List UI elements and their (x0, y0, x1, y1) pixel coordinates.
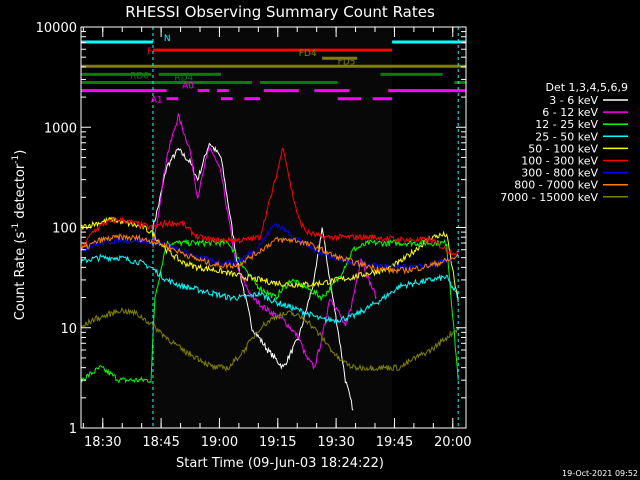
series-line (81, 233, 459, 275)
flag-bar-label: FD5 (338, 57, 356, 67)
x-tick-label: 18:30 (84, 435, 121, 450)
x-tick-label: 19:30 (317, 435, 354, 450)
series-line (152, 142, 354, 411)
y-tick-label: 10 (60, 322, 77, 337)
series-line (152, 112, 377, 370)
y-axis-label-sup1: -1 (11, 223, 21, 232)
series-line (81, 216, 459, 303)
legend-label: 3 - 6 keV (549, 94, 598, 107)
legend-title: Det 1,3,4,5,6,9 (545, 81, 628, 94)
y-axis-label-end: ) (13, 150, 28, 155)
series-line (81, 307, 459, 373)
x-tick-label: 19:00 (201, 435, 238, 450)
flag-bar-label: FD4 (299, 49, 317, 59)
x-tick-label: 18:45 (142, 435, 179, 450)
legend-label: 7000 - 15000 keV (500, 191, 598, 204)
y-tick-label: 100 (52, 222, 77, 237)
chart-title: RHESSI Observing Summary Count Rates (125, 3, 435, 21)
y-axis-label-main: Count Rate (s (13, 232, 28, 321)
legend-label: 6 - 12 keV (542, 106, 598, 119)
legend-label: 50 - 100 keV (528, 142, 598, 155)
flag-bar-label: RD0 (130, 71, 149, 81)
x-tick-label: 19:15 (259, 435, 296, 450)
y-axis-label-sup2: -1 (11, 155, 21, 164)
legend-label: 12 - 25 keV (535, 118, 598, 131)
series-line (81, 253, 459, 325)
series-line (81, 147, 459, 256)
y-tick-label: 10000 (36, 21, 77, 36)
plot-inner (81, 27, 466, 428)
y-axis-label-mid: detector (13, 163, 28, 223)
legend-label: 100 - 300 keV (521, 155, 598, 168)
flag-bar-label: F (147, 47, 152, 57)
y-tick-label: 1000 (44, 121, 77, 136)
legend-label: 300 - 800 keV (521, 167, 598, 180)
flag-bar-label: N (164, 34, 171, 44)
x-tick-label: 19:45 (376, 435, 413, 450)
y-axis-label: Count Rate (s-1 detector-1) (11, 150, 28, 321)
legend-label: 800 - 7000 keV (514, 179, 598, 192)
footer-timestamp: 19-Oct-2021 09:52 (562, 469, 638, 478)
series-line (81, 238, 459, 384)
flag-bar-label: A0 (182, 82, 194, 92)
x-tick-label: 20:00 (434, 435, 471, 450)
y-tick-label: 1 (69, 422, 77, 437)
x-axis-label: Start Time (09-Jun-03 18:24:22) (176, 456, 384, 471)
legend-label: 25 - 50 keV (535, 130, 598, 143)
flag-bar-label: A1 (151, 96, 163, 106)
flag-bar-label: RD4 (174, 74, 193, 84)
